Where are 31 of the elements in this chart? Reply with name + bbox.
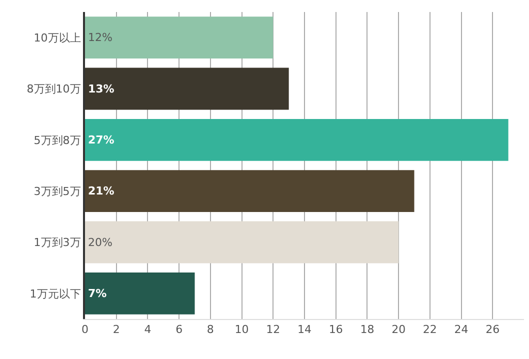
bar (85, 272, 195, 314)
bar (85, 16, 274, 59)
data-label: 21% (88, 184, 114, 198)
x-tick-label: 2 (112, 323, 120, 336)
data-label: 12% (88, 31, 112, 44)
x-tick-label: 18 (360, 323, 374, 336)
x-tick-label: 20 (392, 323, 406, 336)
x-tick-label: 10 (234, 323, 249, 336)
x-tick-label: 12 (266, 323, 280, 336)
y-tick-label: 1万到3万 (34, 236, 81, 250)
x-tick-label: 6 (176, 323, 183, 336)
bar (85, 118, 508, 161)
y-tick-label: 3万到5万 (34, 184, 81, 198)
data-label: 7% (88, 286, 107, 300)
x-tick-label: 24 (454, 323, 468, 336)
x-tick-label: 8 (206, 323, 214, 336)
bar (85, 221, 399, 264)
x-tick-label: 4 (144, 323, 152, 336)
y-tick-label: 1万元以下 (30, 287, 81, 300)
bar (85, 170, 414, 212)
data-label: 20% (88, 236, 112, 249)
y-tick-label: 8万到10万 (26, 82, 81, 96)
x-tick-label: 26 (486, 323, 500, 336)
x-tick-label: 0 (82, 323, 88, 336)
y-tick-label: 10万以上 (34, 31, 81, 44)
data-label: 27% (88, 133, 114, 146)
data-label: 13% (88, 82, 114, 96)
x-tick-label: 22 (422, 323, 437, 336)
x-tick-label: 14 (298, 323, 312, 336)
x-tick-label: 16 (328, 323, 343, 336)
y-tick-label: 5万到8万 (34, 134, 81, 147)
